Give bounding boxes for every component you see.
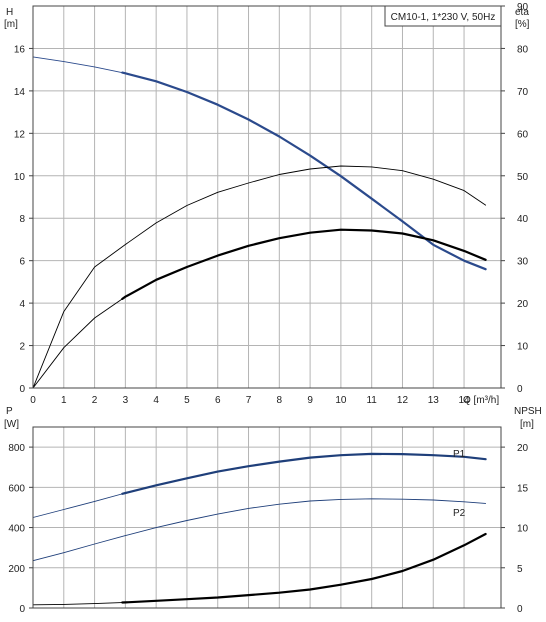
x-tick-label: 3	[123, 395, 129, 406]
x-tick-label: 11	[366, 395, 377, 406]
curve-P1	[32, 453, 487, 518]
x-tick-label: 9	[307, 395, 313, 406]
y-right-tick-label: 0	[517, 384, 523, 395]
y2-left-label-name: P	[6, 406, 13, 417]
y-right-tick-label: 80	[517, 44, 529, 55]
y-right-tick-label: 30	[517, 257, 529, 268]
y-right-tick-label: 90	[517, 2, 529, 13]
x-tick-label: 10	[335, 395, 347, 406]
curve-eta_thick-operating-range	[121, 228, 487, 300]
y-left-tick-label: 12	[14, 129, 26, 140]
y-left-tick-label: 6	[19, 257, 25, 268]
x-axis-label: Q [m³/h]	[463, 395, 499, 406]
y-right-tick-label: 60	[517, 129, 529, 140]
curve-eta_thin	[32, 165, 487, 389]
y-left-tick-label: 8	[19, 214, 25, 225]
series-label-p2: P2	[453, 508, 466, 519]
x-tick-label: 8	[277, 395, 283, 406]
x-tick-label: 14	[458, 395, 470, 406]
x-tick-label: 1	[61, 395, 67, 406]
curve-P1-operating-range	[121, 452, 487, 495]
x-tick-label: 4	[153, 395, 159, 406]
curve-P2	[32, 498, 487, 562]
x-tick-label: 0	[30, 395, 36, 406]
y-left-tick-label: 800	[8, 443, 25, 454]
x-tick-label: 5	[184, 395, 190, 406]
curve-npsh-operating-range	[121, 532, 487, 604]
y-left-tick-label: 400	[8, 524, 25, 535]
chart-title: CM10-1, 1*230 V, 50Hz	[391, 12, 496, 23]
y-left-label-name: H	[6, 7, 13, 18]
y-right-tick-label: 5	[517, 564, 523, 575]
y-right-tick-label: 40	[517, 214, 529, 225]
y-left-tick-label: 600	[8, 483, 25, 494]
y-left-tick-label: 0	[19, 384, 25, 395]
curves	[32, 56, 487, 606]
x-tick-label: 2	[92, 395, 98, 406]
curve-head-operating-range	[121, 71, 487, 271]
y-right-tick-label: 20	[517, 299, 529, 310]
x-tick-label: 13	[428, 395, 440, 406]
x-tick-label: 7	[246, 395, 252, 406]
y-left-tick-label: 0	[19, 604, 25, 615]
y-right-label-unit: [%]	[515, 19, 530, 30]
y-left-tick-label: 10	[14, 172, 26, 183]
y-left-tick-label: 4	[19, 299, 25, 310]
y-left-label-unit: [m]	[4, 19, 18, 30]
y-right-tick-label: 10	[517, 524, 529, 535]
y2-right-label-unit: [m]	[520, 419, 534, 430]
x-tick-label: 6	[215, 395, 221, 406]
x-tick-label: 12	[397, 395, 409, 406]
chart-title-box	[384, 5, 502, 27]
y-right-tick-label: 20	[517, 443, 529, 454]
bottom-chart-frame	[32, 426, 502, 609]
y-left-tick-label: 14	[14, 87, 26, 98]
y-right-label-name: eta	[515, 7, 529, 18]
y-left-tick-label: 200	[8, 564, 25, 575]
y2-left-label-unit: [W]	[4, 419, 19, 430]
y-left-tick-label: 16	[14, 44, 26, 55]
y-right-tick-label: 0	[517, 604, 523, 615]
y-right-tick-label: 10	[517, 342, 529, 353]
y2-right-label-name: NPSH	[514, 406, 542, 417]
y-right-tick-label: 50	[517, 172, 529, 183]
top-chart-frame	[32, 5, 502, 389]
top-chart-grid	[32, 6, 501, 389]
curve-eta_thick	[32, 229, 487, 389]
y-right-tick-label: 70	[517, 87, 529, 98]
series-label-p1: P1	[453, 449, 466, 460]
y-left-tick-label: 2	[19, 342, 25, 353]
y-right-tick-label: 15	[517, 483, 529, 494]
